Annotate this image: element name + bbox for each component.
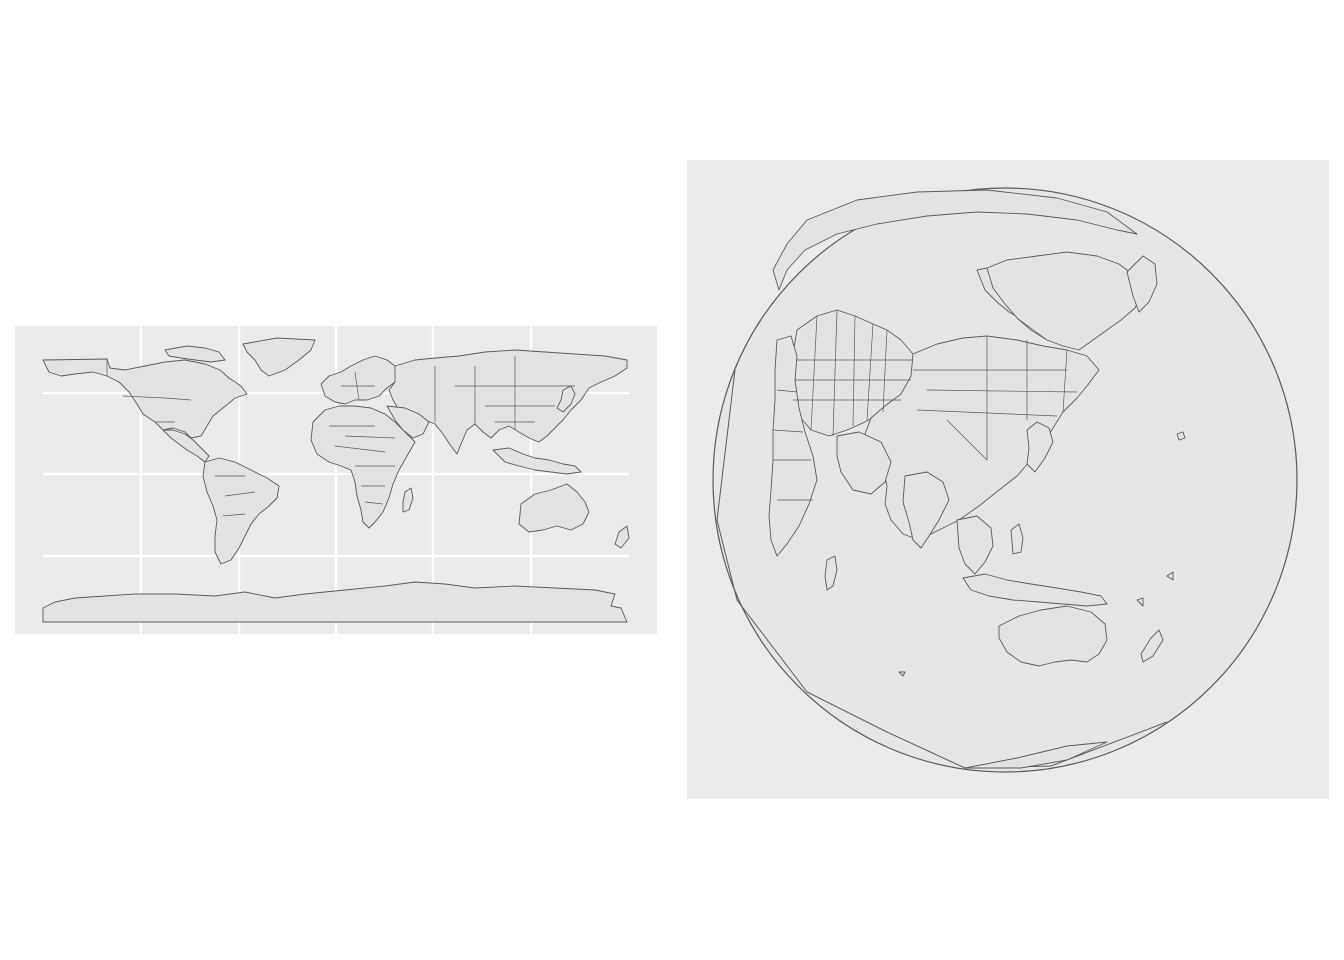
world-map-orthographic — [712, 187, 1298, 773]
arctic-coast-shape — [772, 189, 1138, 291]
island-shape — [1166, 571, 1174, 581]
south-america-shape — [202, 457, 280, 565]
north-america-shape — [42, 358, 248, 439]
island-shape — [1136, 597, 1144, 607]
arabian-peninsula-shape — [386, 405, 430, 439]
greenland-shape — [242, 337, 316, 377]
land-masses — [42, 337, 630, 623]
asia-shape — [388, 349, 628, 455]
world-map-orthographic-panel — [687, 160, 1329, 799]
border-lines — [106, 356, 575, 517]
kamchatka-shape — [1126, 255, 1158, 313]
border-lines — [772, 309, 1078, 501]
small-islands — [898, 431, 1186, 677]
country-borders — [772, 309, 1078, 501]
central-america-shape — [162, 429, 210, 463]
globe-clip-artifact — [716, 369, 1168, 769]
indonesia-shape — [492, 447, 582, 475]
antarctica-shape — [42, 581, 628, 623]
europe-shape — [320, 355, 402, 405]
world-map-equirectangular-panel — [15, 326, 657, 634]
antarctica-shape — [964, 741, 1108, 769]
madagascar-shape — [824, 555, 838, 591]
arctic-islands-shape — [164, 345, 226, 363]
philippines-shape — [1010, 523, 1024, 555]
island-shape — [898, 671, 906, 677]
africa-shape — [310, 405, 416, 529]
africa-shape — [768, 335, 818, 557]
country-borders — [106, 356, 575, 517]
madagascar-shape — [402, 487, 414, 513]
world-map-equirectangular — [42, 326, 630, 634]
arabian-peninsula-shape — [836, 431, 892, 495]
india-subcontinent-shape — [902, 471, 950, 549]
new-zealand-shape — [1140, 629, 1164, 663]
new-zealand-shape — [614, 525, 630, 549]
australia-shape — [518, 483, 590, 533]
japan-shape — [1026, 421, 1054, 473]
australia-shape — [998, 605, 1108, 667]
southeast-asia-shape — [956, 515, 994, 575]
japan-shape — [556, 385, 576, 413]
island-shape — [1176, 431, 1186, 441]
indonesia-shape — [962, 573, 1108, 607]
